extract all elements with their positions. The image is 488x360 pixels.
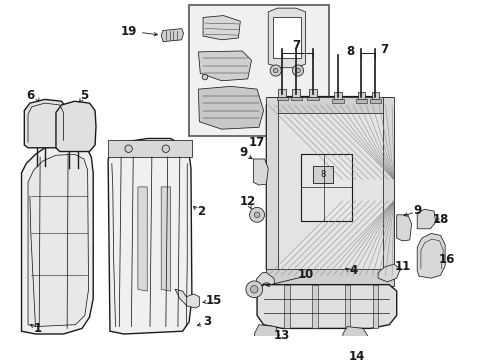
Bar	[189, 5, 328, 136]
Polygon shape	[253, 159, 268, 185]
Text: 8: 8	[346, 45, 354, 58]
Bar	[278, 89, 285, 96]
Text: 14: 14	[348, 350, 364, 360]
Circle shape	[124, 145, 132, 152]
Bar	[268, 96, 392, 113]
Polygon shape	[108, 139, 191, 334]
Bar	[369, 99, 380, 103]
Circle shape	[162, 145, 169, 152]
Bar	[272, 17, 300, 58]
Bar	[266, 269, 393, 285]
Bar	[334, 92, 341, 99]
Polygon shape	[416, 233, 444, 278]
Bar	[272, 103, 388, 278]
Bar	[276, 96, 287, 100]
Circle shape	[295, 68, 300, 73]
Text: 11: 11	[394, 260, 410, 273]
Polygon shape	[28, 154, 88, 327]
Polygon shape	[257, 285, 396, 328]
Bar	[108, 140, 191, 157]
Circle shape	[245, 281, 262, 298]
Text: 7: 7	[380, 42, 388, 55]
Bar	[344, 285, 349, 328]
Polygon shape	[254, 273, 275, 301]
Polygon shape	[203, 15, 240, 40]
Circle shape	[254, 212, 259, 218]
Text: 19: 19	[120, 25, 137, 38]
Bar	[300, 154, 351, 221]
Text: 17: 17	[248, 136, 264, 149]
Polygon shape	[24, 99, 68, 148]
Polygon shape	[198, 86, 263, 129]
Polygon shape	[198, 51, 251, 81]
Text: 5: 5	[80, 89, 88, 102]
Polygon shape	[416, 209, 435, 229]
Bar	[312, 166, 333, 183]
Polygon shape	[56, 101, 96, 152]
Bar	[311, 285, 317, 328]
Text: 6: 6	[26, 89, 34, 102]
Polygon shape	[161, 29, 183, 42]
Polygon shape	[266, 96, 393, 285]
Circle shape	[250, 285, 258, 293]
Circle shape	[273, 68, 278, 73]
Text: 12: 12	[239, 195, 255, 208]
Bar	[290, 96, 301, 100]
Bar	[284, 285, 289, 328]
Circle shape	[249, 207, 264, 222]
Text: 2: 2	[197, 204, 205, 217]
Bar	[332, 99, 343, 103]
Bar	[307, 96, 318, 100]
Bar	[372, 285, 377, 328]
Circle shape	[269, 65, 281, 76]
Text: 15: 15	[205, 294, 222, 307]
Text: 13: 13	[273, 329, 290, 342]
Text: 10: 10	[297, 268, 313, 281]
Bar	[371, 92, 378, 99]
Bar	[266, 96, 277, 278]
Polygon shape	[396, 215, 411, 241]
Text: 18: 18	[431, 213, 448, 226]
Polygon shape	[175, 289, 199, 308]
Circle shape	[292, 65, 303, 76]
Text: 9: 9	[239, 146, 247, 159]
Polygon shape	[138, 187, 147, 291]
Circle shape	[261, 283, 270, 292]
Bar	[382, 96, 393, 278]
Polygon shape	[161, 187, 170, 291]
Polygon shape	[254, 325, 279, 347]
Text: 4: 4	[349, 264, 357, 277]
Bar	[355, 99, 366, 103]
Polygon shape	[21, 142, 93, 334]
Text: 3: 3	[203, 315, 211, 328]
Bar	[308, 89, 316, 96]
Polygon shape	[268, 8, 305, 68]
Text: 1: 1	[33, 322, 41, 335]
Text: 8: 8	[320, 170, 325, 179]
Text: 16: 16	[438, 253, 454, 266]
Circle shape	[202, 74, 207, 80]
Polygon shape	[342, 327, 368, 350]
Bar	[357, 92, 365, 99]
Text: 7: 7	[291, 39, 300, 52]
Text: 9: 9	[412, 204, 421, 217]
Polygon shape	[377, 264, 400, 282]
Bar	[292, 89, 299, 96]
